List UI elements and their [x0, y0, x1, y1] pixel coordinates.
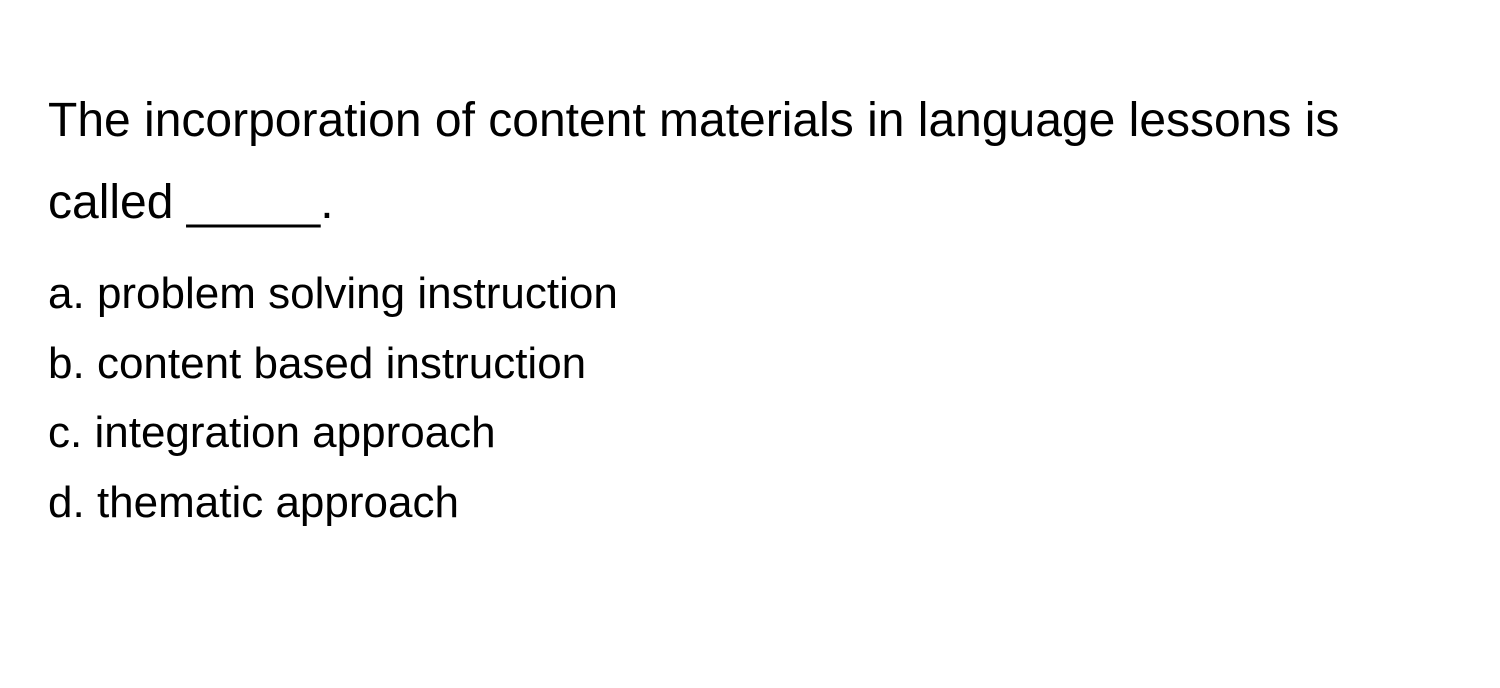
question-block: The incorporation of content materials i… — [0, 0, 1500, 585]
option-a: a. problem solving instruction — [48, 259, 1452, 329]
option-b: b. content based instruction — [48, 329, 1452, 399]
option-letter: d. — [48, 478, 85, 527]
option-letter: c. — [48, 408, 82, 457]
options-list: a. problem solving instruction b. conten… — [48, 259, 1452, 537]
question-stem: The incorporation of content materials i… — [48, 80, 1452, 243]
option-text: content based instruction — [97, 339, 586, 388]
option-letter: a. — [48, 269, 85, 318]
option-c: c. integration approach — [48, 398, 1452, 468]
option-letter: b. — [48, 339, 85, 388]
option-text: integration approach — [94, 408, 495, 457]
option-text: thematic approach — [97, 478, 459, 527]
option-d: d. thematic approach — [48, 468, 1452, 538]
option-text: problem solving instruction — [97, 269, 618, 318]
